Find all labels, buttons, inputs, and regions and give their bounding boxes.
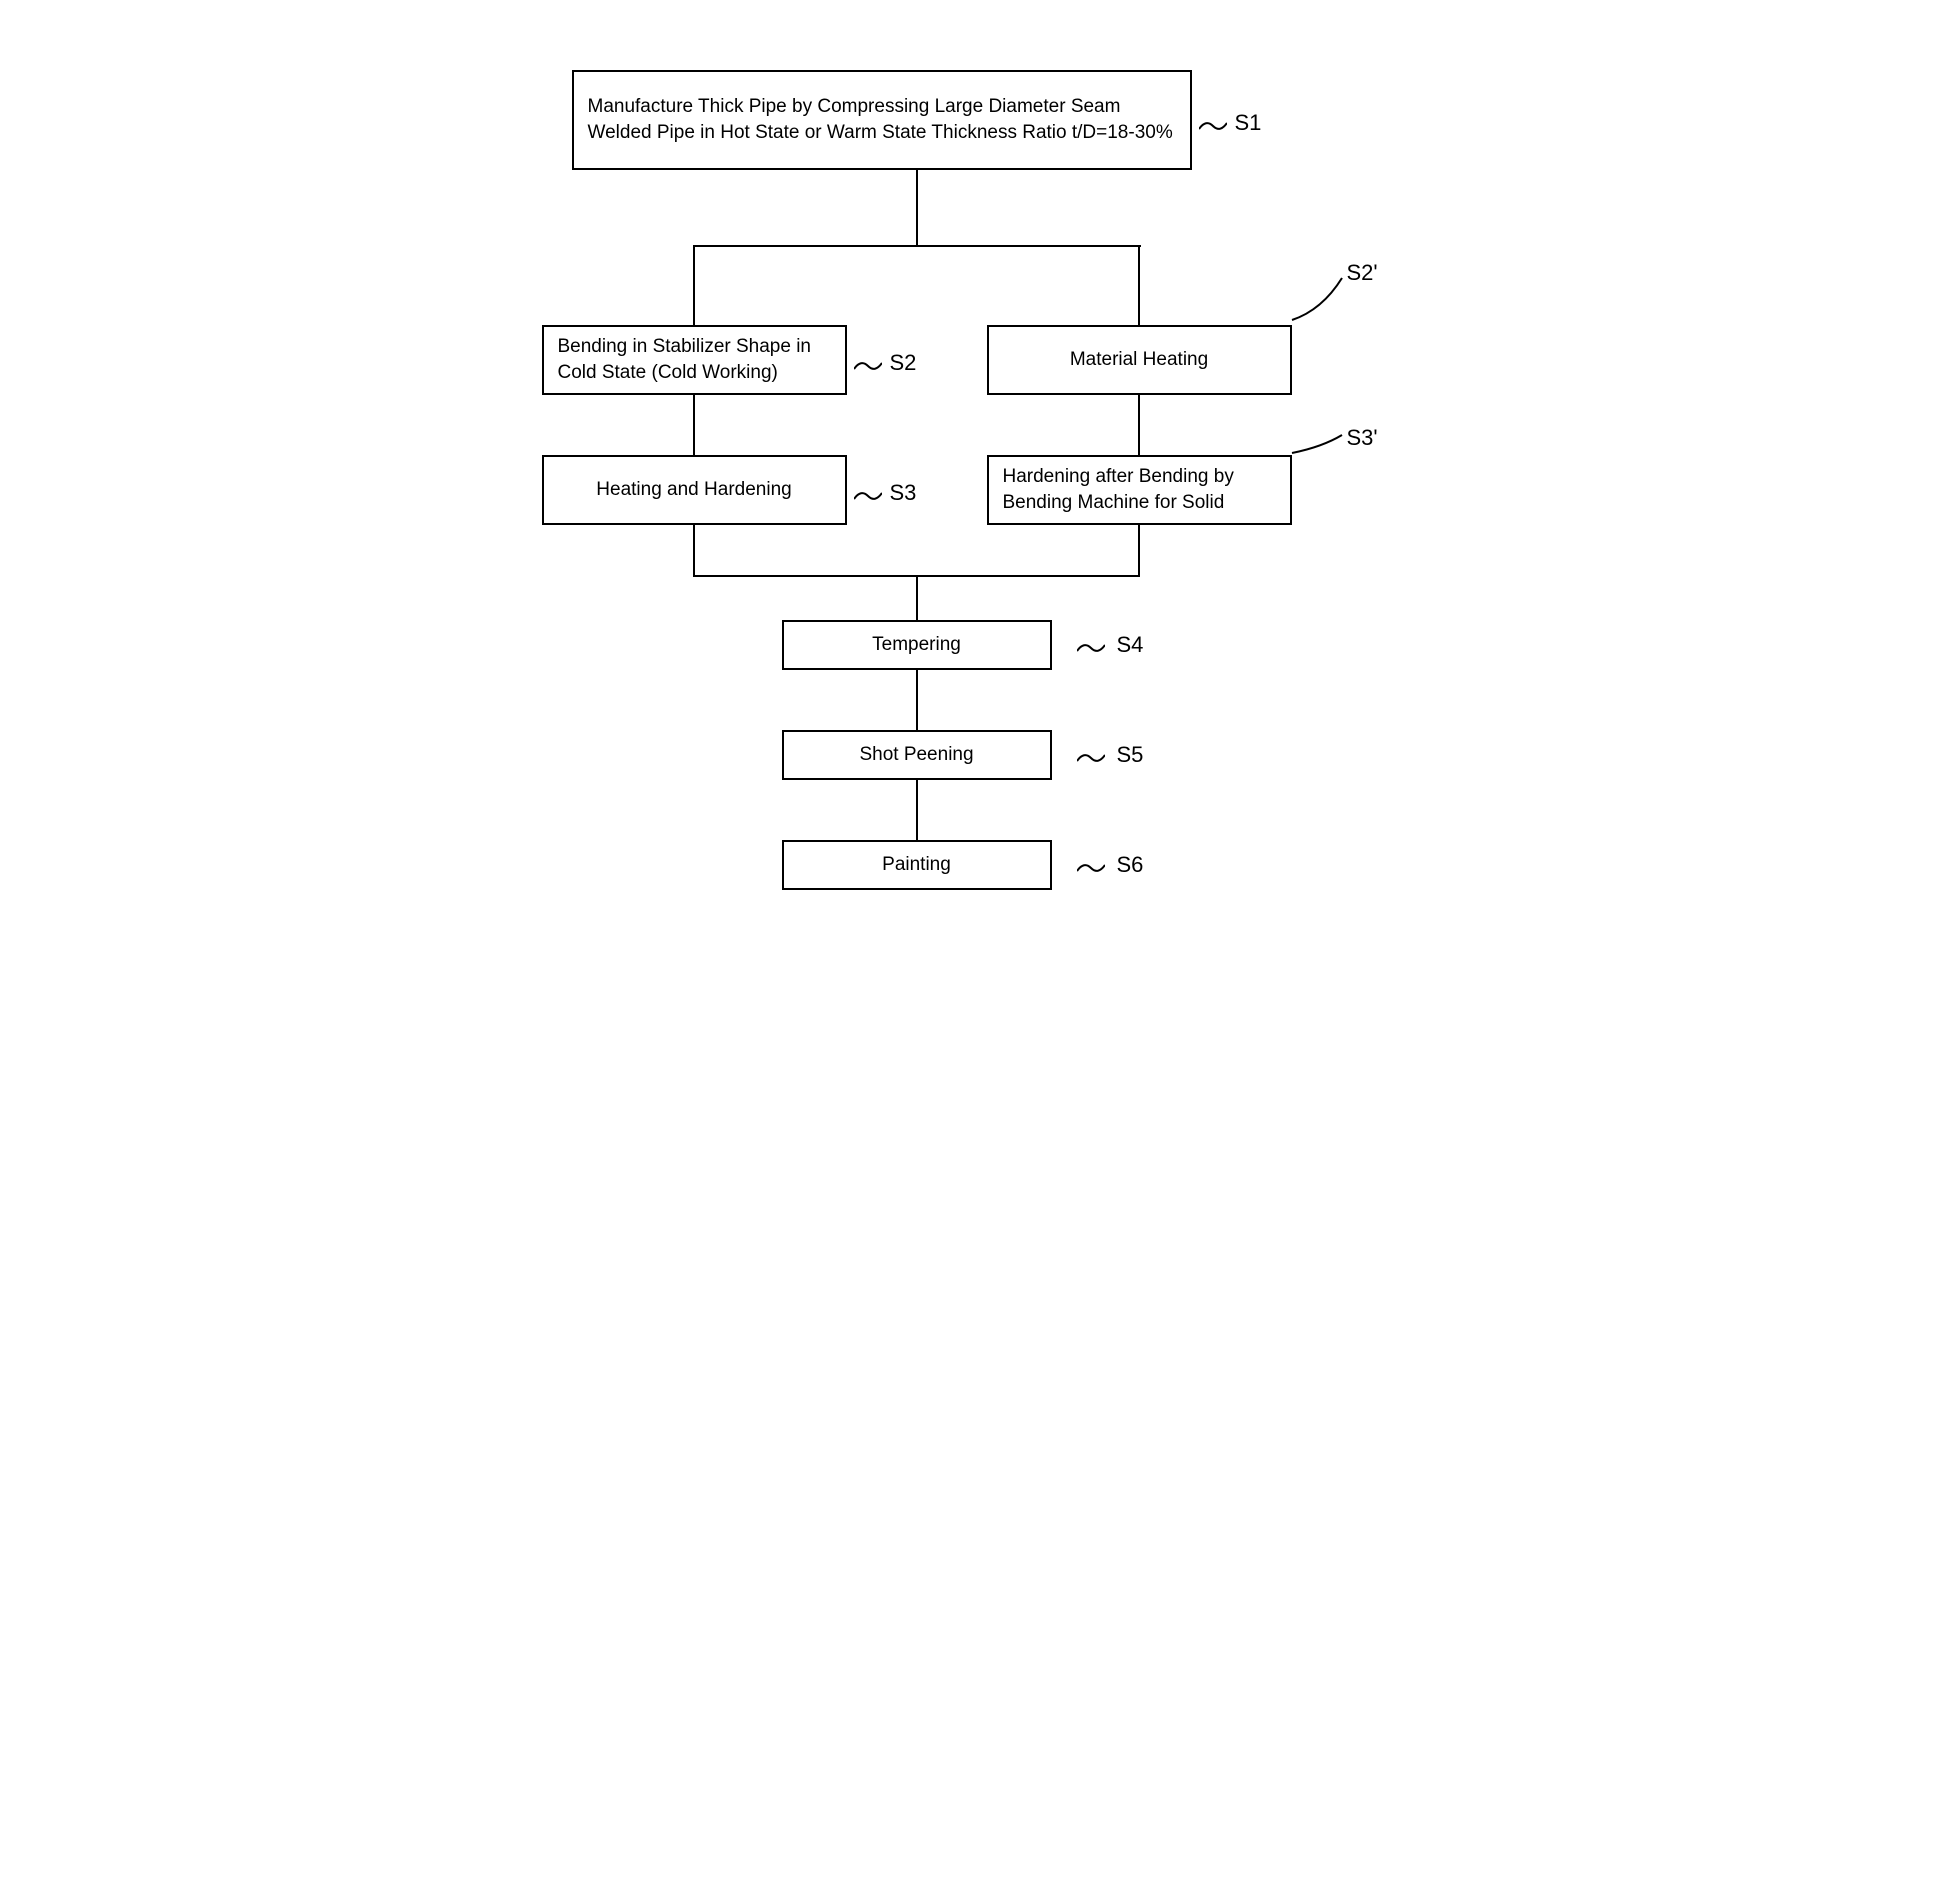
label-s2: S2 [890,350,917,376]
box-s4-text: Tempering [872,632,961,658]
connector [916,670,918,730]
box-s3-text: Heating and Hardening [596,477,791,503]
connector [693,525,695,575]
box-s2p-text: Material Heating [1070,347,1208,373]
connector [693,245,695,325]
box-s3p: Hardening after Bending by Bending Machi… [987,455,1292,525]
tilde-s3 [854,487,882,505]
connector [1138,525,1140,575]
label-s3p: S3' [1347,425,1378,451]
box-s2-text: Bending in Stabilizer Shape in Cold Stat… [558,334,831,385]
connector [693,395,695,455]
tilde-s4 [1077,639,1105,657]
box-s3p-text: Hardening after Bending by Bending Machi… [1003,464,1276,515]
connector [1138,245,1140,325]
box-s1-text: Manufacture Thick Pipe by Compressing La… [588,94,1176,145]
tilde-s1 [1199,117,1227,135]
box-s4: Tempering [782,620,1052,670]
leader-s2p [1287,275,1347,325]
label-s1: S1 [1235,110,1262,136]
label-s2p: S2' [1347,260,1378,286]
label-s4: S4 [1117,632,1144,658]
tilde-s5 [1077,749,1105,767]
box-s5: Shot Peening [782,730,1052,780]
box-s5-text: Shot Peening [859,742,973,768]
connector [1138,395,1140,455]
box-s6: Painting [782,840,1052,890]
box-s2p: Material Heating [987,325,1292,395]
process-flowchart: Manufacture Thick Pipe by Compressing La… [477,50,1457,950]
box-s2: Bending in Stabilizer Shape in Cold Stat… [542,325,847,395]
box-s6-text: Painting [882,852,951,878]
tilde-s6 [1077,859,1105,877]
connector [916,575,918,620]
box-s1: Manufacture Thick Pipe by Compressing La… [572,70,1192,170]
tilde-s2 [854,357,882,375]
box-s3: Heating and Hardening [542,455,847,525]
connector [916,170,918,245]
connector [916,780,918,840]
label-s6: S6 [1117,852,1144,878]
leader-s3p [1287,435,1347,460]
label-s5: S5 [1117,742,1144,768]
label-s3: S3 [890,480,917,506]
connector [693,245,1141,247]
